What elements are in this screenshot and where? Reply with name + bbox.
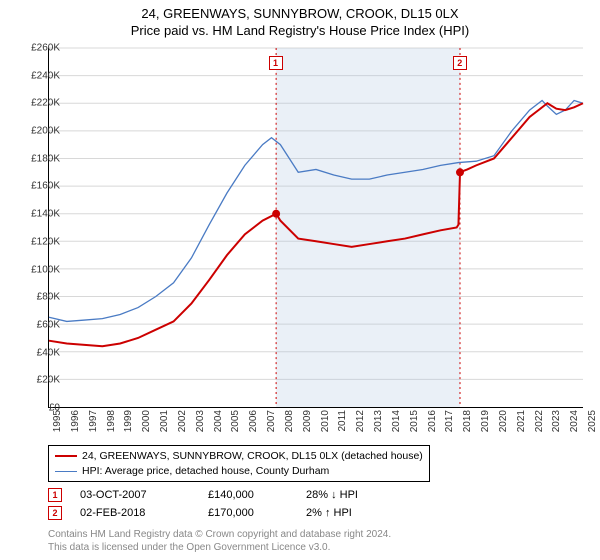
x-axis-label: 2010 xyxy=(320,410,331,438)
x-axis-label: 2021 xyxy=(516,410,527,438)
chart-plot-area xyxy=(48,48,583,408)
sale-marker-icon: 1 xyxy=(269,56,283,70)
y-axis-label: £20K xyxy=(37,375,60,386)
x-axis-label: 2013 xyxy=(373,410,384,438)
event-marker-icon: 1 xyxy=(48,488,62,502)
x-axis-label: 1996 xyxy=(70,410,81,438)
x-axis-label: 2015 xyxy=(409,410,420,438)
event-hpi-diff: 2% ↑ HPI xyxy=(306,507,396,519)
event-marker-icon: 2 xyxy=(48,506,62,520)
x-axis-label: 2000 xyxy=(141,410,152,438)
x-axis-label: 2014 xyxy=(391,410,402,438)
x-axis-label: 1997 xyxy=(88,410,99,438)
y-axis-label: £100K xyxy=(31,264,60,275)
x-axis-label: 2012 xyxy=(355,410,366,438)
sales-events: 1 03-OCT-2007 £140,000 28% ↓ HPI 2 02-FE… xyxy=(48,488,396,524)
y-axis-label: £200K xyxy=(31,126,60,137)
legend-swatch xyxy=(55,471,77,472)
chart-title: 24, GREENWAYS, SUNNYBROW, CROOK, DL15 0L… xyxy=(0,0,600,40)
event-price: £170,000 xyxy=(208,507,288,519)
event-date: 03-OCT-2007 xyxy=(80,489,190,501)
x-axis-label: 2024 xyxy=(569,410,580,438)
y-axis-label: £160K xyxy=(31,181,60,192)
title-line1: 24, GREENWAYS, SUNNYBROW, CROOK, DL15 0L… xyxy=(0,6,600,23)
y-axis-label: £40K xyxy=(37,347,60,358)
footer-line2: This data is licensed under the Open Gov… xyxy=(48,541,391,554)
x-axis-label: 2011 xyxy=(337,410,348,438)
event-row: 1 03-OCT-2007 £140,000 28% ↓ HPI xyxy=(48,488,396,502)
x-axis-label: 2008 xyxy=(284,410,295,438)
legend-item: HPI: Average price, detached house, Coun… xyxy=(55,464,423,479)
y-axis-label: £140K xyxy=(31,209,60,220)
legend-swatch xyxy=(55,455,77,457)
y-axis-label: £260K xyxy=(31,43,60,54)
y-axis-label: £220K xyxy=(31,98,60,109)
y-axis-label: £120K xyxy=(31,236,60,247)
x-axis-label: 2018 xyxy=(462,410,473,438)
x-axis-label: 2002 xyxy=(177,410,188,438)
x-axis-label: 2006 xyxy=(248,410,259,438)
event-price: £140,000 xyxy=(208,489,288,501)
event-hpi-diff: 28% ↓ HPI xyxy=(306,489,396,501)
x-axis-label: 2003 xyxy=(195,410,206,438)
x-axis-label: 2007 xyxy=(266,410,277,438)
y-axis-label: £180K xyxy=(31,153,60,164)
x-axis-label: 1998 xyxy=(106,410,117,438)
x-axis-label: 2017 xyxy=(444,410,455,438)
x-axis-label: 2016 xyxy=(427,410,438,438)
legend-item: 24, GREENWAYS, SUNNYBROW, CROOK, DL15 0L… xyxy=(55,449,423,464)
x-axis-label: 1995 xyxy=(52,410,63,438)
chart-footer: Contains HM Land Registry data © Crown c… xyxy=(48,528,391,554)
y-axis-label: £60K xyxy=(37,319,60,330)
legend-label: 24, GREENWAYS, SUNNYBROW, CROOK, DL15 0L… xyxy=(82,449,423,464)
legend-label: HPI: Average price, detached house, Coun… xyxy=(82,464,329,479)
x-axis-label: 2001 xyxy=(159,410,170,438)
y-axis-label: £80K xyxy=(37,292,60,303)
x-axis-label: 2020 xyxy=(498,410,509,438)
x-axis-label: 2025 xyxy=(587,410,598,438)
event-row: 2 02-FEB-2018 £170,000 2% ↑ HPI xyxy=(48,506,396,520)
chart-svg xyxy=(49,48,583,407)
x-axis-label: 2023 xyxy=(551,410,562,438)
event-date: 02-FEB-2018 xyxy=(80,507,190,519)
y-axis-label: £240K xyxy=(31,70,60,81)
x-axis-label: 2004 xyxy=(213,410,224,438)
x-axis-label: 2009 xyxy=(302,410,313,438)
footer-line1: Contains HM Land Registry data © Crown c… xyxy=(48,528,391,541)
chart-legend: 24, GREENWAYS, SUNNYBROW, CROOK, DL15 0L… xyxy=(48,445,430,482)
x-axis-label: 2005 xyxy=(230,410,241,438)
x-axis-label: 2019 xyxy=(480,410,491,438)
x-axis-label: 1999 xyxy=(123,410,134,438)
x-axis-label: 2022 xyxy=(534,410,545,438)
sale-marker-icon: 2 xyxy=(453,56,467,70)
title-line2: Price paid vs. HM Land Registry's House … xyxy=(0,23,600,40)
